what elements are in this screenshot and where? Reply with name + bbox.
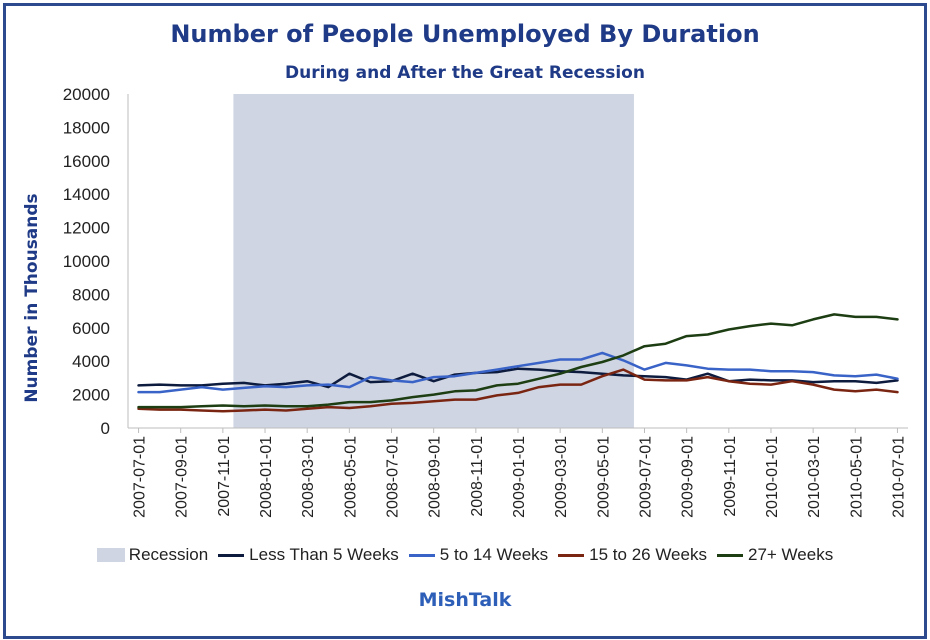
legend-swatch-series-0 <box>218 553 245 557</box>
x-tick-label-10: 2009-03-01 <box>553 436 570 518</box>
y-tick-label-3: 6000 <box>72 319 110 338</box>
series-line-2 <box>137 368 899 413</box>
y-tick-label-10: 20000 <box>63 85 110 104</box>
x-tick-label-14: 2009-11-01 <box>722 436 739 517</box>
legend-item-recession: Recession <box>96 545 209 565</box>
y-tick-label-5: 10000 <box>63 252 110 271</box>
series-line-1 <box>137 351 899 394</box>
legend-swatch-series-1 <box>408 553 435 557</box>
legend-item-series-1: 5 to 14 Weeks <box>408 545 549 565</box>
x-tick-label-7: 2008-09-01 <box>427 436 444 518</box>
y-tick-label-4: 8000 <box>72 285 110 304</box>
legend-swatch-series-2 <box>558 553 585 557</box>
footer-brand: MishTalk <box>418 589 512 611</box>
x-tick-label-4: 2008-03-01 <box>300 436 317 518</box>
x-tick-label-2: 2007-11-01 <box>216 436 233 517</box>
x-tick-label-17: 2010-05-01 <box>848 436 865 518</box>
legend-swatch-recession <box>96 548 125 562</box>
x-tick-label-9: 2009-01-01 <box>511 436 528 518</box>
x-tick-label-18: 2010-07-01 <box>890 436 907 518</box>
legend: Recession Less Than 5 Weeks 5 to 14 Week… <box>0 545 930 565</box>
legend-label-recession: Recession <box>128 545 209 564</box>
legend-item-series-0: Less Than 5 Weeks <box>218 545 399 565</box>
x-tick-label-16: 2010-03-01 <box>806 436 823 518</box>
series-line-3 <box>137 313 899 409</box>
x-tick-label-12: 2009-07-01 <box>637 436 654 518</box>
axes: 0 2000 4000 6000 8000 10000 12000 14000 16000 180… <box>63 85 908 518</box>
x-tick-label-1: 2007-09-01 <box>174 436 191 518</box>
series-layer <box>137 313 899 413</box>
legend-label-series-2: 15 to 26 Weeks <box>589 545 707 564</box>
y-tick-label-8: 16000 <box>63 152 110 171</box>
y-tick-label-6: 12000 <box>63 219 110 238</box>
x-tick-label-15: 2010-01-01 <box>764 436 781 518</box>
legend-label-series-1: 5 to 14 Weeks <box>439 545 549 564</box>
chart-title: Number of People Unemployed By Duration <box>170 20 760 48</box>
x-tick-label-6: 2008-07-01 <box>385 436 402 518</box>
x-tick-label-11: 2009-05-01 <box>595 436 612 518</box>
legend-label-series-3: 27+ Weeks <box>747 545 834 564</box>
x-tick-label-8: 2008-11-01 <box>469 436 486 517</box>
y-tick-label-2: 4000 <box>72 352 110 371</box>
x-tick-label-3: 2008-01-01 <box>258 436 275 518</box>
y-tick-label-0: 0 <box>101 419 110 438</box>
y-tick-label-9: 18000 <box>63 118 110 137</box>
y-tick-label-1: 2000 <box>72 386 110 405</box>
legend-item-series-2: 15 to 26 Weeks <box>558 545 707 565</box>
legend-swatch-series-3 <box>716 553 743 557</box>
y-tick-label-7: 14000 <box>63 185 110 204</box>
legend-item-series-3: 27+ Weeks <box>716 545 834 565</box>
x-tick-label-0: 2007-07-01 <box>132 436 149 518</box>
legend-label-series-0: Less Than 5 Weeks <box>249 545 399 564</box>
x-tick-label-13: 2009-09-01 <box>680 436 697 518</box>
x-tick-label-5: 2008-05-01 <box>342 436 359 518</box>
chart-subtitle: During and After the Great Recession <box>285 63 645 83</box>
